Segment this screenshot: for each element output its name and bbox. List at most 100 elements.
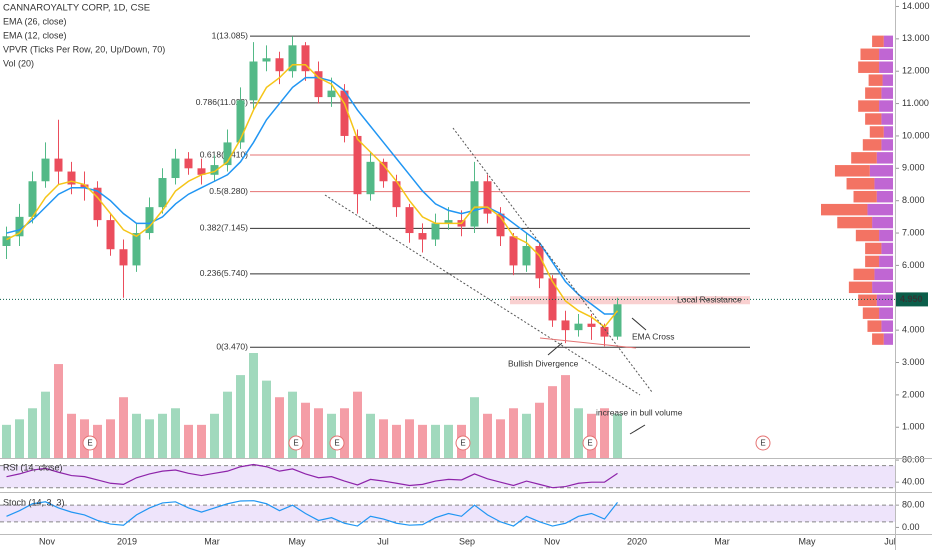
candle-body [366, 161, 375, 195]
profile-up [883, 333, 893, 345]
candle-body [210, 165, 219, 175]
profile-down [872, 35, 884, 48]
x-tick-label: Mar [714, 536, 730, 546]
candle-body [405, 207, 414, 234]
candle-body [327, 90, 336, 98]
x-tick-label: Mar [204, 536, 220, 546]
annotation: increase in bull volume [596, 407, 683, 417]
x-tick-label: Nov [544, 536, 561, 546]
earnings-label: E [334, 439, 339, 448]
legend-entry: VPVR (Ticks Per Row, 20, Up/Down, 70) [3, 44, 165, 54]
annotation: Local Resistance [677, 294, 742, 304]
volume-bar [600, 408, 609, 458]
volume-bar [548, 386, 557, 458]
profile-down [865, 113, 882, 125]
volume-bar [93, 424, 102, 458]
fib-label: 0.382(7.145) [200, 223, 248, 233]
volume-bar [106, 419, 115, 458]
annotation: EMA Cross [632, 331, 675, 341]
candle-body [197, 168, 206, 175]
volume-bar [249, 353, 258, 458]
candle-body [262, 58, 271, 62]
candle-body [67, 171, 76, 185]
volume-bar [613, 413, 622, 458]
profile-down [837, 216, 873, 229]
profile-up [872, 281, 893, 294]
indicator-line [6, 500, 618, 527]
profile-up [879, 229, 893, 242]
candle-body [145, 207, 154, 234]
x-tick-label: Sep [459, 536, 475, 546]
candle-body [158, 178, 167, 208]
volume-bar [470, 397, 479, 458]
candle-body [392, 181, 401, 208]
volume-bar [15, 419, 24, 458]
profile-down [853, 268, 875, 281]
volume-bar [119, 397, 128, 458]
earnings-label: E [760, 439, 765, 448]
resistance-zone [510, 296, 750, 305]
volume-bar [496, 419, 505, 458]
x-tick-label: May [798, 536, 816, 546]
earnings-marker [455, 435, 471, 451]
profile-down [858, 100, 880, 112]
y-tick-label: 13.000 [902, 33, 930, 43]
volume-bar [184, 424, 193, 458]
volume-bar [262, 380, 271, 458]
candle-body [184, 158, 193, 169]
profile-down [867, 320, 882, 332]
legend-entry: Vol (20) [3, 58, 34, 68]
profile-up [882, 74, 893, 86]
volume-bar [132, 413, 141, 458]
profile-down [821, 203, 868, 216]
candle-body [444, 220, 453, 224]
candle-body [2, 236, 11, 246]
candle-body [132, 233, 141, 266]
y-tick-label: 7.000 [902, 227, 925, 237]
volume-bar [574, 408, 583, 458]
x-tick-label: 2019 [117, 536, 137, 546]
profile-up [872, 216, 893, 229]
candle-body [15, 216, 24, 237]
profile-up [879, 307, 893, 319]
volume-bar [275, 397, 284, 458]
volume-bar [41, 391, 50, 458]
volume-bar [522, 413, 531, 458]
profile-up [881, 113, 893, 125]
candle-body [431, 223, 440, 240]
profile-up [879, 48, 893, 60]
profile-down [868, 74, 883, 86]
fib-label: 0.5(8.280) [209, 186, 248, 196]
profile-up [881, 242, 893, 255]
profile-up [881, 320, 893, 332]
profile-up [879, 100, 893, 112]
profile-up [883, 126, 893, 138]
candle-body [119, 249, 128, 266]
profile-up [876, 152, 893, 164]
candle-body [288, 45, 297, 72]
volume-bar [314, 408, 323, 458]
y-tick-label: 1.000 [902, 422, 925, 432]
pane-title: RSI (14, close) [3, 462, 63, 472]
candle-body [340, 90, 349, 136]
arrow [629, 424, 646, 435]
volume-bar [171, 408, 180, 458]
candle-body [600, 326, 609, 337]
profile-down [853, 190, 877, 203]
volume-bar [236, 375, 245, 458]
candle-body [496, 213, 505, 237]
profile-down [855, 229, 880, 242]
x-tick-label: May [288, 536, 306, 546]
profile-down [858, 61, 880, 73]
profile-down [862, 139, 882, 151]
annotation: Bullish Divergence [508, 358, 579, 368]
y-tick-label: 14.000 [902, 1, 930, 11]
fib-label: 0.236(5.740) [200, 268, 248, 278]
volume-bar [431, 424, 440, 458]
profile-down [860, 48, 880, 60]
pane-title: Stoch (14, 3, 3) [3, 497, 65, 507]
volume-bar [2, 424, 11, 458]
profile-down [834, 165, 870, 177]
profile-up [883, 35, 893, 48]
y-tick-label: 6.000 [902, 260, 925, 270]
